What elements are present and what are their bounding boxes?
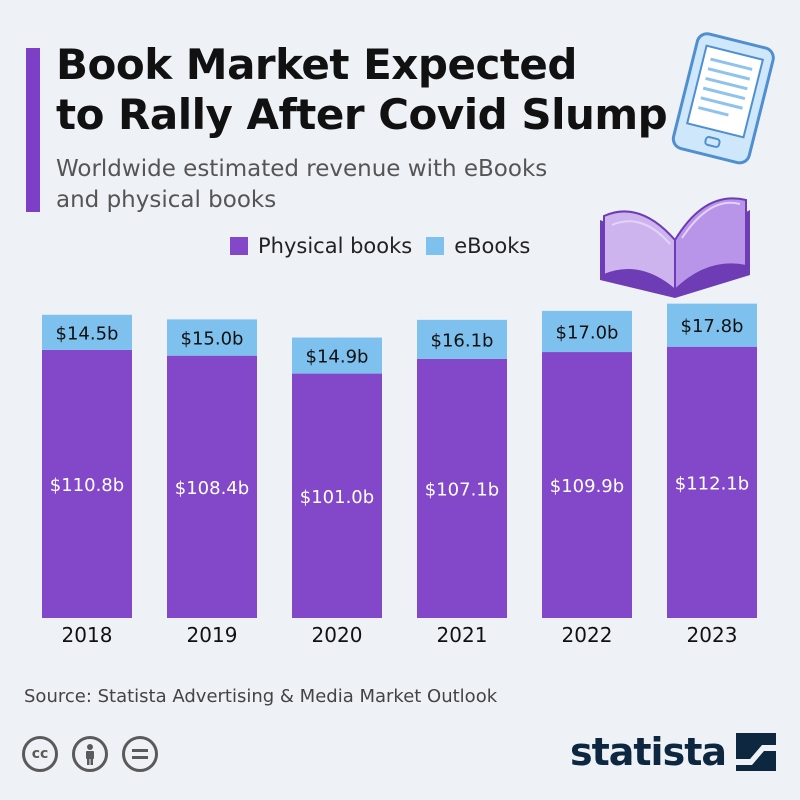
data-label-physical-books-2022: $109.9b [550, 476, 624, 497]
legend-label-physical-books: Physical books [258, 234, 413, 258]
x-tick-label-2021: 2021 [437, 623, 488, 647]
cc-icon[interactable]: cc [22, 736, 58, 772]
x-tick-label-2022: 2022 [562, 623, 613, 647]
license-icons: cc [22, 736, 158, 772]
data-label-physical-books-2018: $110.8b [50, 475, 124, 496]
stacked-bar-chart: $110.8b $14.5b 2018 $108.4b $15.0b 2019 $101.0… [42, 303, 757, 647]
legend-item-ebooks: eBooks [426, 234, 530, 258]
bar-physical-books-2019 [167, 355, 257, 618]
bar-ebooks-2018 [42, 314, 132, 350]
data-label-ebooks-2020: $14.9b [306, 347, 369, 368]
chart-subtitle: Worldwide estimated revenue with eBooks … [56, 154, 616, 216]
data-label-physical-books-2019: $108.4b [175, 478, 249, 499]
legend-item-physical-books: Physical books [230, 234, 412, 258]
brand-logo[interactable]: statista [570, 730, 776, 774]
title-accent-bar [26, 48, 40, 212]
chart-title: Book Market Expected to Rally After Covi… [56, 40, 676, 140]
chart-legend: Physical books eBooks [230, 232, 530, 260]
x-tick-label-2023: 2023 [687, 623, 738, 647]
data-label-physical-books-2023: $112.1b [675, 473, 749, 494]
brand-name: statista [569, 730, 727, 774]
bar-ebooks-2021 [417, 319, 507, 359]
attribution-icon[interactable] [72, 736, 108, 772]
open-book-illustration [600, 197, 750, 298]
legend-swatch-physical-books [230, 237, 248, 255]
x-tick-label-2018: 2018 [62, 623, 113, 647]
x-tick-label-2020: 2020 [312, 623, 363, 647]
chart-title-line-1: Book Market Expected [56, 40, 577, 89]
statista-logo-icon [736, 733, 776, 771]
ereader-illustration [671, 32, 775, 165]
bar-physical-books-2018 [42, 349, 132, 618]
legend-label-ebooks: eBooks [454, 234, 531, 258]
data-label-ebooks-2023: $17.8b [681, 316, 744, 337]
bar-physical-books-2023 [667, 346, 757, 618]
bar-ebooks-2019 [167, 319, 257, 356]
data-label-ebooks-2022: $17.0b [556, 322, 619, 343]
bar-physical-books-2020 [292, 373, 382, 618]
no-derivatives-icon[interactable] [122, 736, 158, 772]
chart-title-line-2: to Rally After Covid Slump [56, 90, 668, 139]
bar-physical-books-2021 [417, 358, 507, 618]
bar-ebooks-2023 [667, 303, 757, 347]
bar-ebooks-2022 [542, 310, 632, 353]
x-tick-label-2019: 2019 [187, 623, 238, 647]
bar-ebooks-2020 [292, 337, 382, 374]
data-label-ebooks-2019: $15.0b [181, 329, 244, 350]
chart-subtitle-line-1: Worldwide estimated revenue with eBooks [56, 156, 548, 182]
data-label-ebooks-2018: $14.5b [56, 323, 119, 344]
chart-subtitle-line-2: and physical books [56, 187, 277, 213]
source-note: Source: Statista Advertising & Media Mar… [24, 686, 498, 707]
data-label-ebooks-2021: $16.1b [431, 330, 494, 351]
bar-physical-books-2022 [542, 352, 632, 618]
legend-swatch-ebooks [426, 237, 445, 255]
data-label-physical-books-2020: $101.0b [300, 487, 374, 508]
data-label-physical-books-2021: $107.1b [425, 479, 499, 500]
